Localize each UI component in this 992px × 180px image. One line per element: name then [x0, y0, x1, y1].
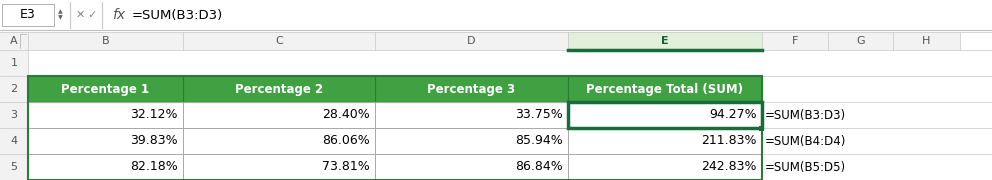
Bar	[568, 128, 762, 154]
Text: 28.40%: 28.40%	[322, 109, 370, 122]
Bar	[568, 32, 762, 50]
Text: 5: 5	[11, 162, 18, 172]
Bar	[568, 154, 762, 180]
Bar	[183, 102, 375, 128]
Bar	[28, 76, 762, 180]
Bar	[0, 32, 28, 50]
Bar	[183, 102, 375, 128]
Bar	[568, 102, 762, 128]
Bar	[28, 76, 992, 102]
Bar	[183, 76, 375, 102]
Bar	[375, 128, 568, 154]
Text: 94.27%: 94.27%	[709, 109, 757, 122]
Bar	[375, 102, 568, 128]
Text: 39.83%: 39.83%	[130, 134, 178, 147]
Bar	[568, 128, 762, 154]
Text: A: A	[10, 36, 18, 46]
Bar	[762, 32, 828, 50]
Text: 211.83%: 211.83%	[701, 134, 757, 147]
Bar	[183, 32, 375, 50]
Bar	[0, 0, 992, 30]
Bar	[0, 50, 28, 76]
Bar	[28, 76, 183, 102]
Bar	[375, 76, 568, 102]
Bar	[828, 32, 893, 50]
Bar	[375, 76, 568, 102]
Text: 73.81%: 73.81%	[322, 161, 370, 174]
Text: ✕: ✕	[75, 10, 84, 20]
Bar	[28, 50, 992, 76]
Bar	[28, 32, 183, 50]
Text: D: D	[467, 36, 476, 46]
Text: Percentage 2: Percentage 2	[235, 82, 323, 96]
Text: 1: 1	[11, 58, 18, 68]
Text: F: F	[792, 36, 799, 46]
Text: =SUM(B5:D5): =SUM(B5:D5)	[765, 161, 846, 174]
Bar	[0, 154, 28, 180]
Text: =SUM(B4:D4): =SUM(B4:D4)	[765, 134, 846, 147]
Text: 86.06%: 86.06%	[322, 134, 370, 147]
Bar	[375, 128, 568, 154]
Text: 82.18%: 82.18%	[130, 161, 178, 174]
Bar	[0, 76, 28, 102]
Bar	[375, 32, 568, 50]
Bar	[28, 102, 183, 128]
Text: 33.75%: 33.75%	[515, 109, 563, 122]
Bar	[28, 128, 992, 154]
Bar	[28, 76, 183, 102]
Bar	[28, 102, 183, 128]
Bar	[183, 128, 375, 154]
Text: C: C	[275, 36, 283, 46]
Bar	[183, 128, 375, 154]
Bar	[28, 154, 183, 180]
Text: 32.12%: 32.12%	[131, 109, 178, 122]
Text: =SUM(B3:D3): =SUM(B3:D3)	[765, 109, 846, 122]
Bar	[0, 32, 28, 50]
Bar	[28, 154, 183, 180]
Bar	[568, 76, 762, 102]
Text: =SUM(B3:D3): =SUM(B3:D3)	[132, 8, 223, 21]
Text: 86.84%: 86.84%	[515, 161, 563, 174]
Bar	[183, 154, 375, 180]
Bar	[28, 128, 183, 154]
Text: G: G	[856, 36, 865, 46]
Text: 2: 2	[11, 84, 18, 94]
Text: 85.94%: 85.94%	[515, 134, 563, 147]
Bar	[28, 102, 992, 128]
Text: E3: E3	[20, 8, 36, 21]
Text: 242.83%: 242.83%	[701, 161, 757, 174]
Bar	[568, 76, 762, 102]
Text: Percentage 1: Percentage 1	[62, 82, 150, 96]
Text: 4: 4	[11, 136, 18, 146]
Text: H: H	[923, 36, 930, 46]
Bar	[375, 154, 568, 180]
Text: ▼: ▼	[58, 15, 62, 21]
Bar	[375, 102, 568, 128]
Bar	[2, 4, 54, 26]
Bar	[568, 102, 762, 128]
Text: Percentage Total (SUM): Percentage Total (SUM)	[586, 82, 743, 96]
Bar	[28, 128, 183, 154]
Text: fx: fx	[112, 8, 125, 22]
Bar	[183, 76, 375, 102]
Bar	[183, 154, 375, 180]
Bar	[0, 102, 28, 128]
Bar	[0, 128, 28, 154]
Text: E: E	[662, 36, 669, 46]
Text: ✓: ✓	[87, 10, 96, 20]
Bar	[893, 32, 960, 50]
Bar	[568, 154, 762, 180]
Bar	[568, 102, 762, 128]
Text: B: B	[102, 36, 109, 46]
Bar	[28, 154, 992, 180]
Text: 3: 3	[11, 110, 18, 120]
Text: Percentage 3: Percentage 3	[428, 82, 516, 96]
Bar	[759, 125, 764, 130]
Bar	[375, 154, 568, 180]
Text: ▲: ▲	[58, 10, 62, 15]
